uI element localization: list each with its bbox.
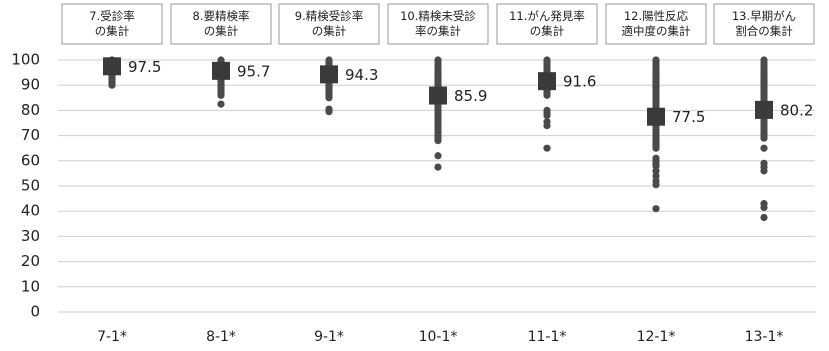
mean-marker <box>212 61 230 80</box>
category-header-box <box>61 3 163 45</box>
mean-marker <box>538 72 556 91</box>
mean-marker <box>103 57 121 76</box>
y-tick-label: 0 <box>30 303 40 321</box>
category-header-label: の集計 <box>530 24 565 38</box>
data-point <box>217 91 225 99</box>
data-point <box>652 162 660 170</box>
x-tick-label: 10-1* <box>419 329 458 345</box>
category-header-box <box>170 3 272 45</box>
data-point <box>325 108 333 116</box>
data-points <box>108 56 768 222</box>
data-point <box>543 91 551 99</box>
y-tick-label: 90 <box>21 76 40 94</box>
mean-value-label: 94.3 <box>345 66 378 84</box>
mean-markers: 97.5 95.7 94.3 85.9 91.6 77.5 80.2 <box>103 57 813 126</box>
category-header-label: 13.早期がん <box>732 9 796 23</box>
data-point <box>434 137 442 145</box>
category-header-box <box>496 3 598 45</box>
data-point <box>652 167 660 175</box>
data-point <box>543 144 551 152</box>
mean-value-label: 91.6 <box>563 73 596 91</box>
category-header-label: の集計 <box>95 24 130 38</box>
data-point <box>108 81 116 89</box>
category-header-box <box>278 3 380 45</box>
y-axis-ticks: 0 10 20 30 40 50 60 70 80 90 100 <box>11 51 40 321</box>
x-axis-ticks: 7-1* 8-1* 9-1* 10-1* 11-1* 12-1* 13-1* <box>97 329 783 345</box>
x-tick-label: 11-1* <box>528 329 567 345</box>
category-headers: 7.受診率の集計8.要精検率の集計9.精検受診率の集計10.精検未受診率の集計1… <box>61 3 815 45</box>
data-point <box>652 205 660 213</box>
category-header-label: 割合の集計 <box>735 24 793 38</box>
data-point <box>760 213 768 222</box>
y-tick-label: 100 <box>11 51 40 69</box>
data-point <box>760 203 768 212</box>
y-tick-label: 40 <box>21 202 40 220</box>
category-header-label: 10.精検未受診 <box>400 9 476 23</box>
data-point <box>652 172 660 180</box>
data-point <box>760 167 768 175</box>
mean-value-label: 85.9 <box>454 87 487 105</box>
category-header-label: 11.がん発見率 <box>509 9 585 23</box>
y-tick-label: 80 <box>21 101 40 119</box>
data-point <box>652 144 660 152</box>
data-point <box>652 181 660 189</box>
x-tick-label: 9-1* <box>314 329 344 345</box>
mean-value-label: 77.5 <box>672 108 705 126</box>
x-tick-label: 7-1* <box>97 329 127 345</box>
category-header-label: 適中度の集計 <box>622 24 691 38</box>
mean-marker <box>755 100 773 119</box>
data-point <box>543 111 551 120</box>
y-tick-label: 30 <box>21 227 40 245</box>
data-point <box>760 144 768 152</box>
data-point <box>434 163 442 171</box>
mean-marker <box>429 86 447 105</box>
data-point <box>543 121 551 130</box>
x-tick-label: 12-1* <box>637 329 676 345</box>
y-tick-label: 50 <box>21 177 40 195</box>
category-header-label: 9.精検受診率 <box>295 9 363 23</box>
category-header-label: 12.陽性反応 <box>624 9 689 23</box>
category-header-box <box>387 3 489 45</box>
data-point <box>217 100 225 108</box>
data-point <box>434 152 442 160</box>
mean-value-label: 97.5 <box>128 58 161 76</box>
y-tick-label: 10 <box>21 277 40 295</box>
y-tick-label: 60 <box>21 151 40 169</box>
x-tick-label: 8-1* <box>206 329 236 345</box>
y-tick-label: 70 <box>21 126 40 144</box>
data-point <box>325 94 333 102</box>
category-header-label: 率の集計 <box>415 24 461 38</box>
category-header-label: 7.受診率 <box>89 9 134 23</box>
category-header-box <box>713 3 815 45</box>
x-tick-label: 13-1* <box>745 329 784 345</box>
mean-value-label: 95.7 <box>237 62 270 80</box>
y-tick-label: 20 <box>21 252 40 270</box>
mean-marker <box>320 65 338 84</box>
category-header-label: の集計 <box>204 24 239 38</box>
category-header-box <box>605 3 707 45</box>
category-header-label: 8.要精検率 <box>193 9 250 23</box>
mean-value-label: 80.2 <box>780 101 813 119</box>
category-header-label: の集計 <box>312 24 347 38</box>
mean-marker <box>647 107 665 126</box>
data-point <box>760 134 768 142</box>
